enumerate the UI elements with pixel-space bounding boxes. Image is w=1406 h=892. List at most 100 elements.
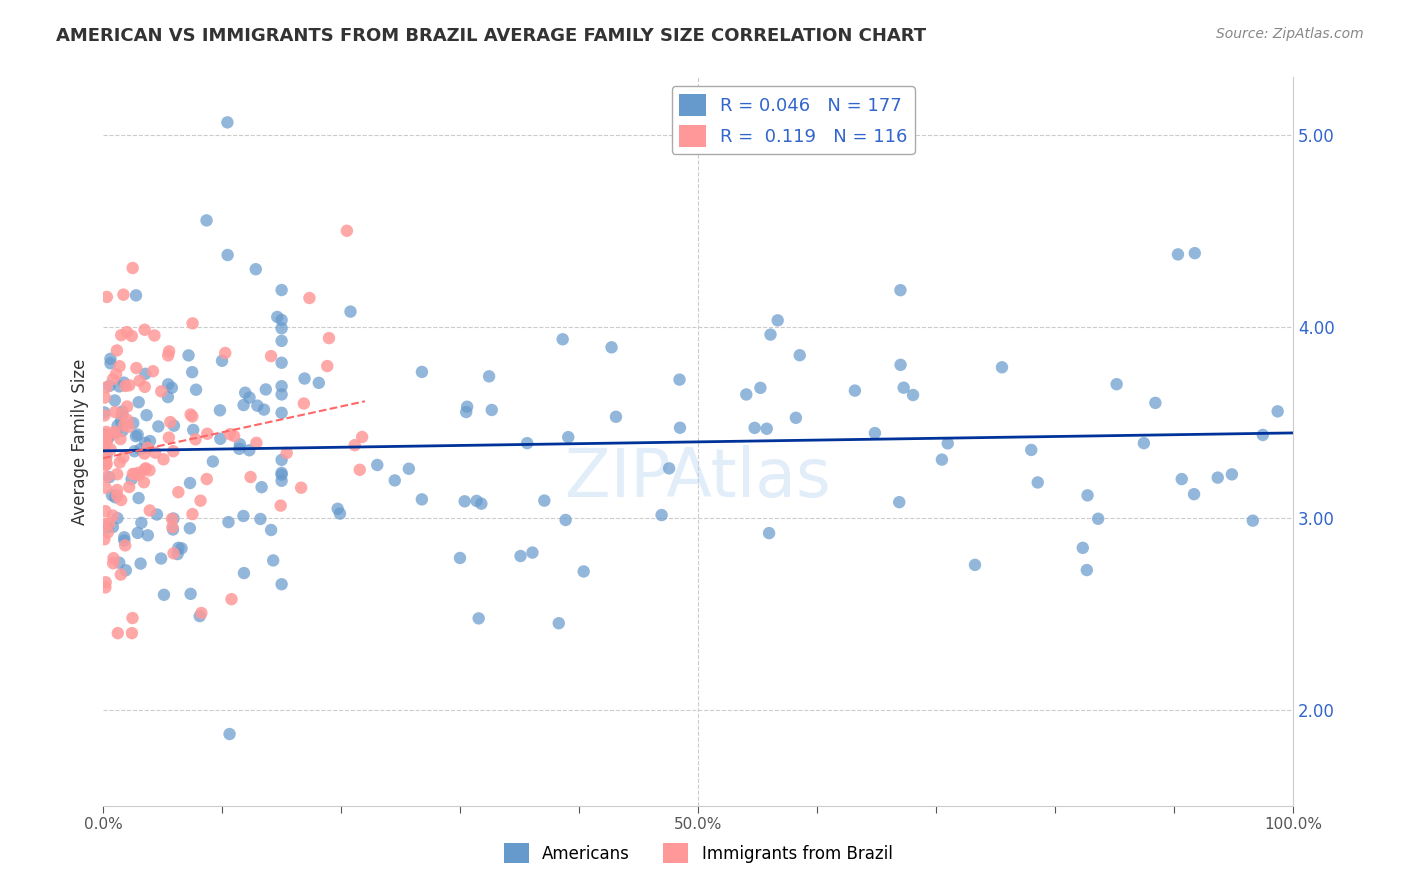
Point [114, 379, 136, 393]
Point [326, 501, 349, 516]
Point [254, 383, 277, 397]
Point [118, 480, 141, 494]
Point [104, 425, 127, 440]
Point [96, 457, 118, 471]
Point [456, 405, 478, 419]
Point [112, 530, 135, 544]
Point [139, 434, 162, 448]
Point [110, 567, 132, 582]
Point [94, 575, 117, 590]
Point [128, 466, 150, 480]
Point [366, 458, 388, 472]
Point [100, 356, 122, 370]
Point [96, 425, 118, 439]
Point [229, 437, 252, 451]
Point [1171, 472, 1194, 486]
Point [343, 438, 366, 452]
Point [339, 304, 361, 318]
Point [195, 213, 218, 227]
Point [668, 373, 690, 387]
Point [134, 435, 156, 450]
Point [270, 283, 292, 297]
Point [167, 541, 190, 555]
Point [125, 361, 148, 376]
Point [478, 369, 501, 384]
Point [94, 427, 117, 442]
Point [112, 533, 135, 548]
Point [117, 413, 139, 427]
Point [112, 450, 135, 465]
Point [744, 421, 766, 435]
Point [111, 408, 134, 422]
Point [121, 626, 143, 640]
Point [658, 461, 681, 475]
Point [134, 446, 156, 460]
Point [181, 365, 204, 379]
Point [270, 406, 292, 420]
Point [298, 291, 321, 305]
Point [127, 427, 149, 442]
Point [453, 494, 475, 508]
Point [129, 442, 152, 456]
Point [94, 432, 117, 446]
Point [759, 327, 782, 342]
Point [93, 533, 115, 547]
Point [163, 418, 186, 433]
Point [184, 383, 207, 397]
Point [134, 380, 156, 394]
Point [270, 321, 292, 335]
Point [262, 553, 284, 567]
Point [160, 512, 183, 526]
Point [138, 463, 160, 477]
Point [150, 384, 173, 399]
Point [128, 395, 150, 409]
Point [128, 374, 150, 388]
Point [411, 492, 433, 507]
Point [181, 507, 204, 521]
Point [162, 511, 184, 525]
Point [889, 495, 911, 509]
Point [554, 513, 576, 527]
Point [411, 365, 433, 379]
Point [1105, 377, 1128, 392]
Point [522, 545, 544, 559]
Point [238, 391, 260, 405]
Point [266, 310, 288, 324]
Point [101, 520, 124, 534]
Point [112, 376, 135, 390]
Point [533, 493, 555, 508]
Point [190, 606, 212, 620]
Point [844, 384, 866, 398]
Point [253, 402, 276, 417]
Point [97, 430, 120, 444]
Point [201, 454, 224, 468]
Point [177, 348, 200, 362]
Point [352, 430, 374, 444]
Point [208, 403, 231, 417]
Point [143, 328, 166, 343]
Point [785, 410, 807, 425]
Point [181, 423, 204, 437]
Point [270, 387, 292, 401]
Point [94, 439, 117, 453]
Point [115, 563, 138, 577]
Point [509, 549, 531, 563]
Point [131, 516, 153, 530]
Point [1167, 247, 1189, 261]
Point [108, 359, 131, 374]
Point [557, 430, 579, 444]
Point [136, 528, 159, 542]
Point [218, 727, 240, 741]
Point [94, 504, 117, 518]
Point [749, 381, 772, 395]
Point [122, 416, 145, 430]
Point [128, 468, 150, 483]
Point [98, 516, 121, 531]
Point [270, 453, 292, 467]
Point [93, 409, 115, 423]
Point [104, 491, 127, 505]
Point [190, 493, 212, 508]
Point [336, 224, 359, 238]
Point [157, 344, 180, 359]
Point [260, 349, 283, 363]
